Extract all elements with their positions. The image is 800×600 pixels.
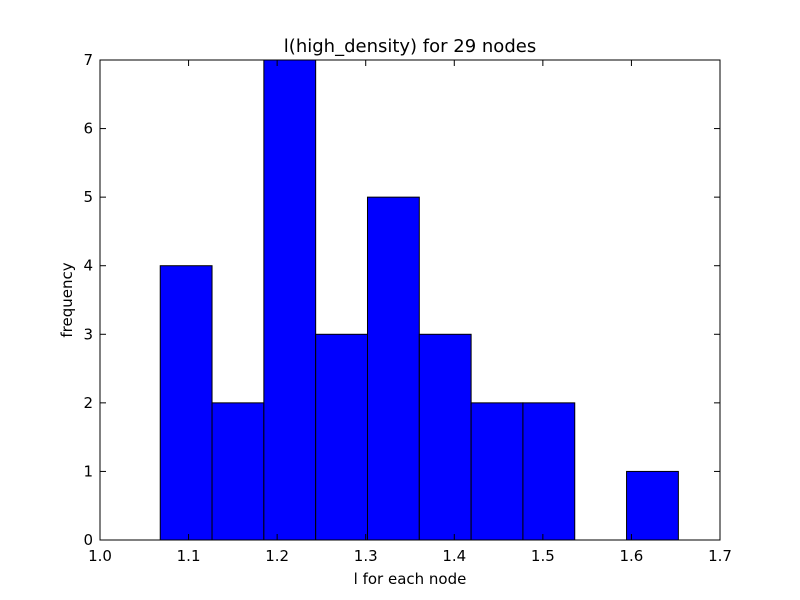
y-axis-label: frequency xyxy=(58,262,76,337)
histogram-bar xyxy=(470,402,524,541)
x-tick-label: 1.2 xyxy=(265,547,289,565)
y-tick-label: 2 xyxy=(83,394,93,412)
x-tick-label: 1.4 xyxy=(442,547,466,565)
histogram-bar xyxy=(315,333,368,541)
y-tick-label: 6 xyxy=(83,120,93,138)
histogram-bar xyxy=(522,402,576,541)
y-tick-label: 4 xyxy=(83,257,93,275)
x-axis-label: l for each node xyxy=(354,570,467,588)
x-tick-label: 1.1 xyxy=(177,547,201,565)
histogram-bar xyxy=(211,402,265,541)
histogram-bar xyxy=(626,470,679,541)
ticks-group: 1.0 1.1 1.2 1.3 1.4 1.5 1.6 1.7 0 1 2 3 4 5 6 7 xyxy=(83,51,731,565)
y-tick-label: 3 xyxy=(83,325,93,343)
histogram-bar xyxy=(418,333,472,541)
bars-group xyxy=(159,59,679,541)
y-tick-label: 1 xyxy=(83,462,93,480)
y-tick-label: 0 xyxy=(83,531,93,549)
x-tick-label: 1.0 xyxy=(88,547,112,565)
histogram-bar xyxy=(159,265,213,541)
x-tick-label: 1.5 xyxy=(531,547,555,565)
histogram-bar xyxy=(366,196,420,541)
x-tick-label: 1.6 xyxy=(619,547,643,565)
chart-title: l(high_density) for 29 nodes xyxy=(284,36,536,57)
x-tick-label: 1.7 xyxy=(708,547,732,565)
y-tick-label: 5 xyxy=(83,188,93,206)
histogram-bar xyxy=(263,59,317,541)
y-tick-label: 7 xyxy=(83,51,93,69)
x-tick-label: 1.3 xyxy=(354,547,378,565)
plot-frame xyxy=(99,59,721,541)
